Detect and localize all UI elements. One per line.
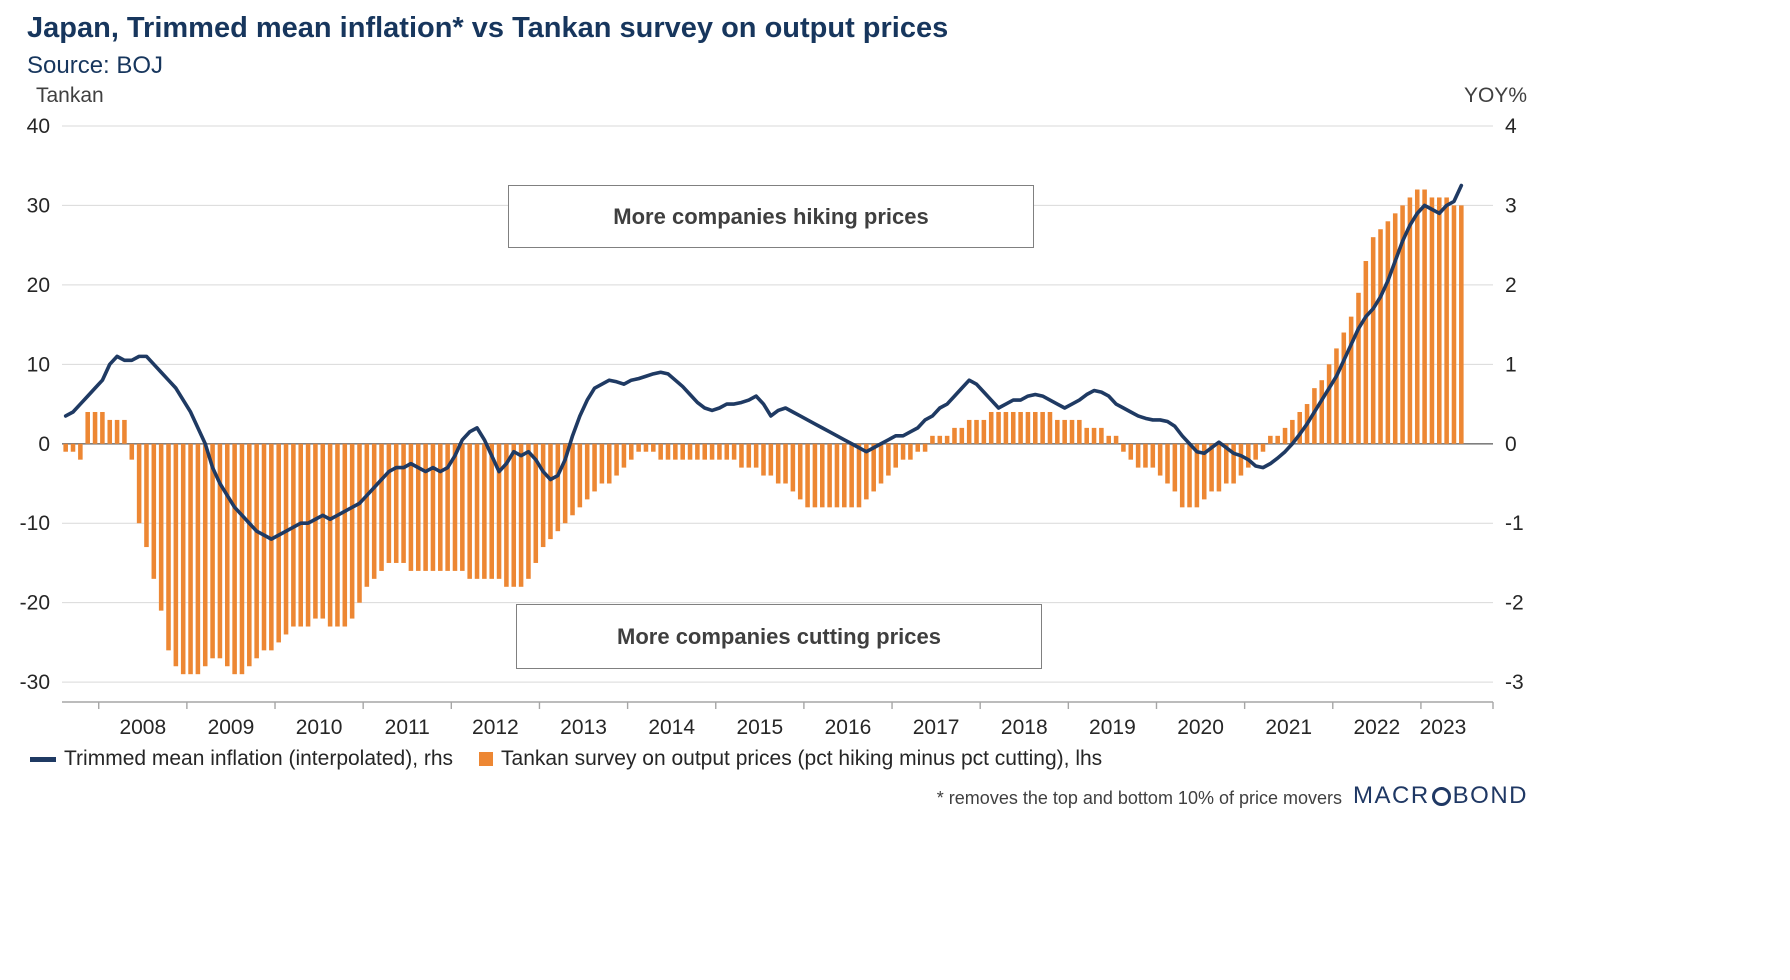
svg-text:2015: 2015 xyxy=(736,716,783,739)
svg-text:2009: 2009 xyxy=(208,716,255,739)
left-axis-title: Tankan xyxy=(36,84,104,107)
legend-label-tankan: Tankan survey on output prices (pct hiki… xyxy=(501,747,1103,770)
svg-text:30: 30 xyxy=(27,194,50,217)
legend-item-inflation: Trimmed mean inflation (interpolated), r… xyxy=(30,747,453,771)
svg-text:2022: 2022 xyxy=(1353,716,1400,739)
svg-text:2017: 2017 xyxy=(913,716,960,739)
footnote: * removes the top and bottom 10% of pric… xyxy=(936,788,1342,808)
svg-text:-3: -3 xyxy=(1505,671,1524,694)
svg-text:2008: 2008 xyxy=(119,716,166,739)
svg-text:0: 0 xyxy=(38,433,50,456)
svg-text:2012: 2012 xyxy=(472,716,519,739)
svg-text:2013: 2013 xyxy=(560,716,607,739)
svg-text:2010: 2010 xyxy=(296,716,343,739)
svg-text:2018: 2018 xyxy=(1001,716,1048,739)
annotation-cutting-text: More companies cutting prices xyxy=(617,623,941,649)
svg-text:-10: -10 xyxy=(20,512,50,535)
svg-text:20: 20 xyxy=(27,274,50,297)
x-axis: 2008 2009 2010 2011 2012 2013 2014 2015 2016 2017… xyxy=(62,701,1494,739)
svg-text:0: 0 xyxy=(1505,433,1517,456)
line-swatch-icon xyxy=(30,756,56,762)
svg-text:-2: -2 xyxy=(1505,592,1524,615)
annotation-hiking-prices: More companies hiking prices xyxy=(508,185,1034,248)
logo-text-post: BOND xyxy=(1452,782,1528,809)
macrobond-logo: MACR BOND xyxy=(1353,782,1528,810)
svg-text:2: 2 xyxy=(1505,274,1517,297)
svg-text:2016: 2016 xyxy=(825,716,872,739)
bar-swatch-icon xyxy=(479,752,494,766)
svg-text:40: 40 xyxy=(27,115,50,138)
svg-text:2014: 2014 xyxy=(648,716,695,739)
svg-text:-30: -30 xyxy=(20,671,50,694)
y-axis-labels-right: 4 3 2 1 0 -1 -2 -3 xyxy=(1505,115,1524,694)
right-axis-title: YOY% xyxy=(1463,84,1527,107)
svg-text:-20: -20 xyxy=(20,592,50,615)
svg-text:1: 1 xyxy=(1505,353,1517,376)
annotation-hiking-text: More companies hiking prices xyxy=(613,203,929,229)
svg-text:4: 4 xyxy=(1505,115,1517,138)
y-gridlines xyxy=(62,125,1493,683)
annotation-cutting-prices: More companies cutting prices xyxy=(516,604,1042,669)
y-axis-labels-left: 40 30 20 10 0 -10 -20 -30 xyxy=(20,115,50,694)
logo-text-pre: MACR xyxy=(1352,782,1430,809)
logo-ring-icon xyxy=(1431,786,1451,806)
svg-text:10: 10 xyxy=(27,353,50,376)
legend-label-inflation: Trimmed mean inflation (interpolated), r… xyxy=(64,747,454,770)
legend-item-tankan: Tankan survey on output prices (pct hiki… xyxy=(479,747,1102,771)
svg-text:-1: -1 xyxy=(1505,512,1524,535)
svg-text:2011: 2011 xyxy=(385,716,430,739)
svg-text:2021: 2021 xyxy=(1265,716,1312,739)
inflation-line xyxy=(63,183,1464,541)
svg-text:2019: 2019 xyxy=(1089,716,1136,739)
page-title: Japan, Trimmed mean inflation* vs Tankan… xyxy=(27,12,949,44)
svg-text:3: 3 xyxy=(1505,194,1517,217)
source-label: Source: BOJ xyxy=(27,52,164,79)
tankan-bars xyxy=(63,189,1464,675)
svg-text:2020: 2020 xyxy=(1177,716,1224,739)
legend: Trimmed mean inflation (interpolated), r… xyxy=(30,747,1118,771)
svg-text:2023: 2023 xyxy=(1420,716,1467,739)
